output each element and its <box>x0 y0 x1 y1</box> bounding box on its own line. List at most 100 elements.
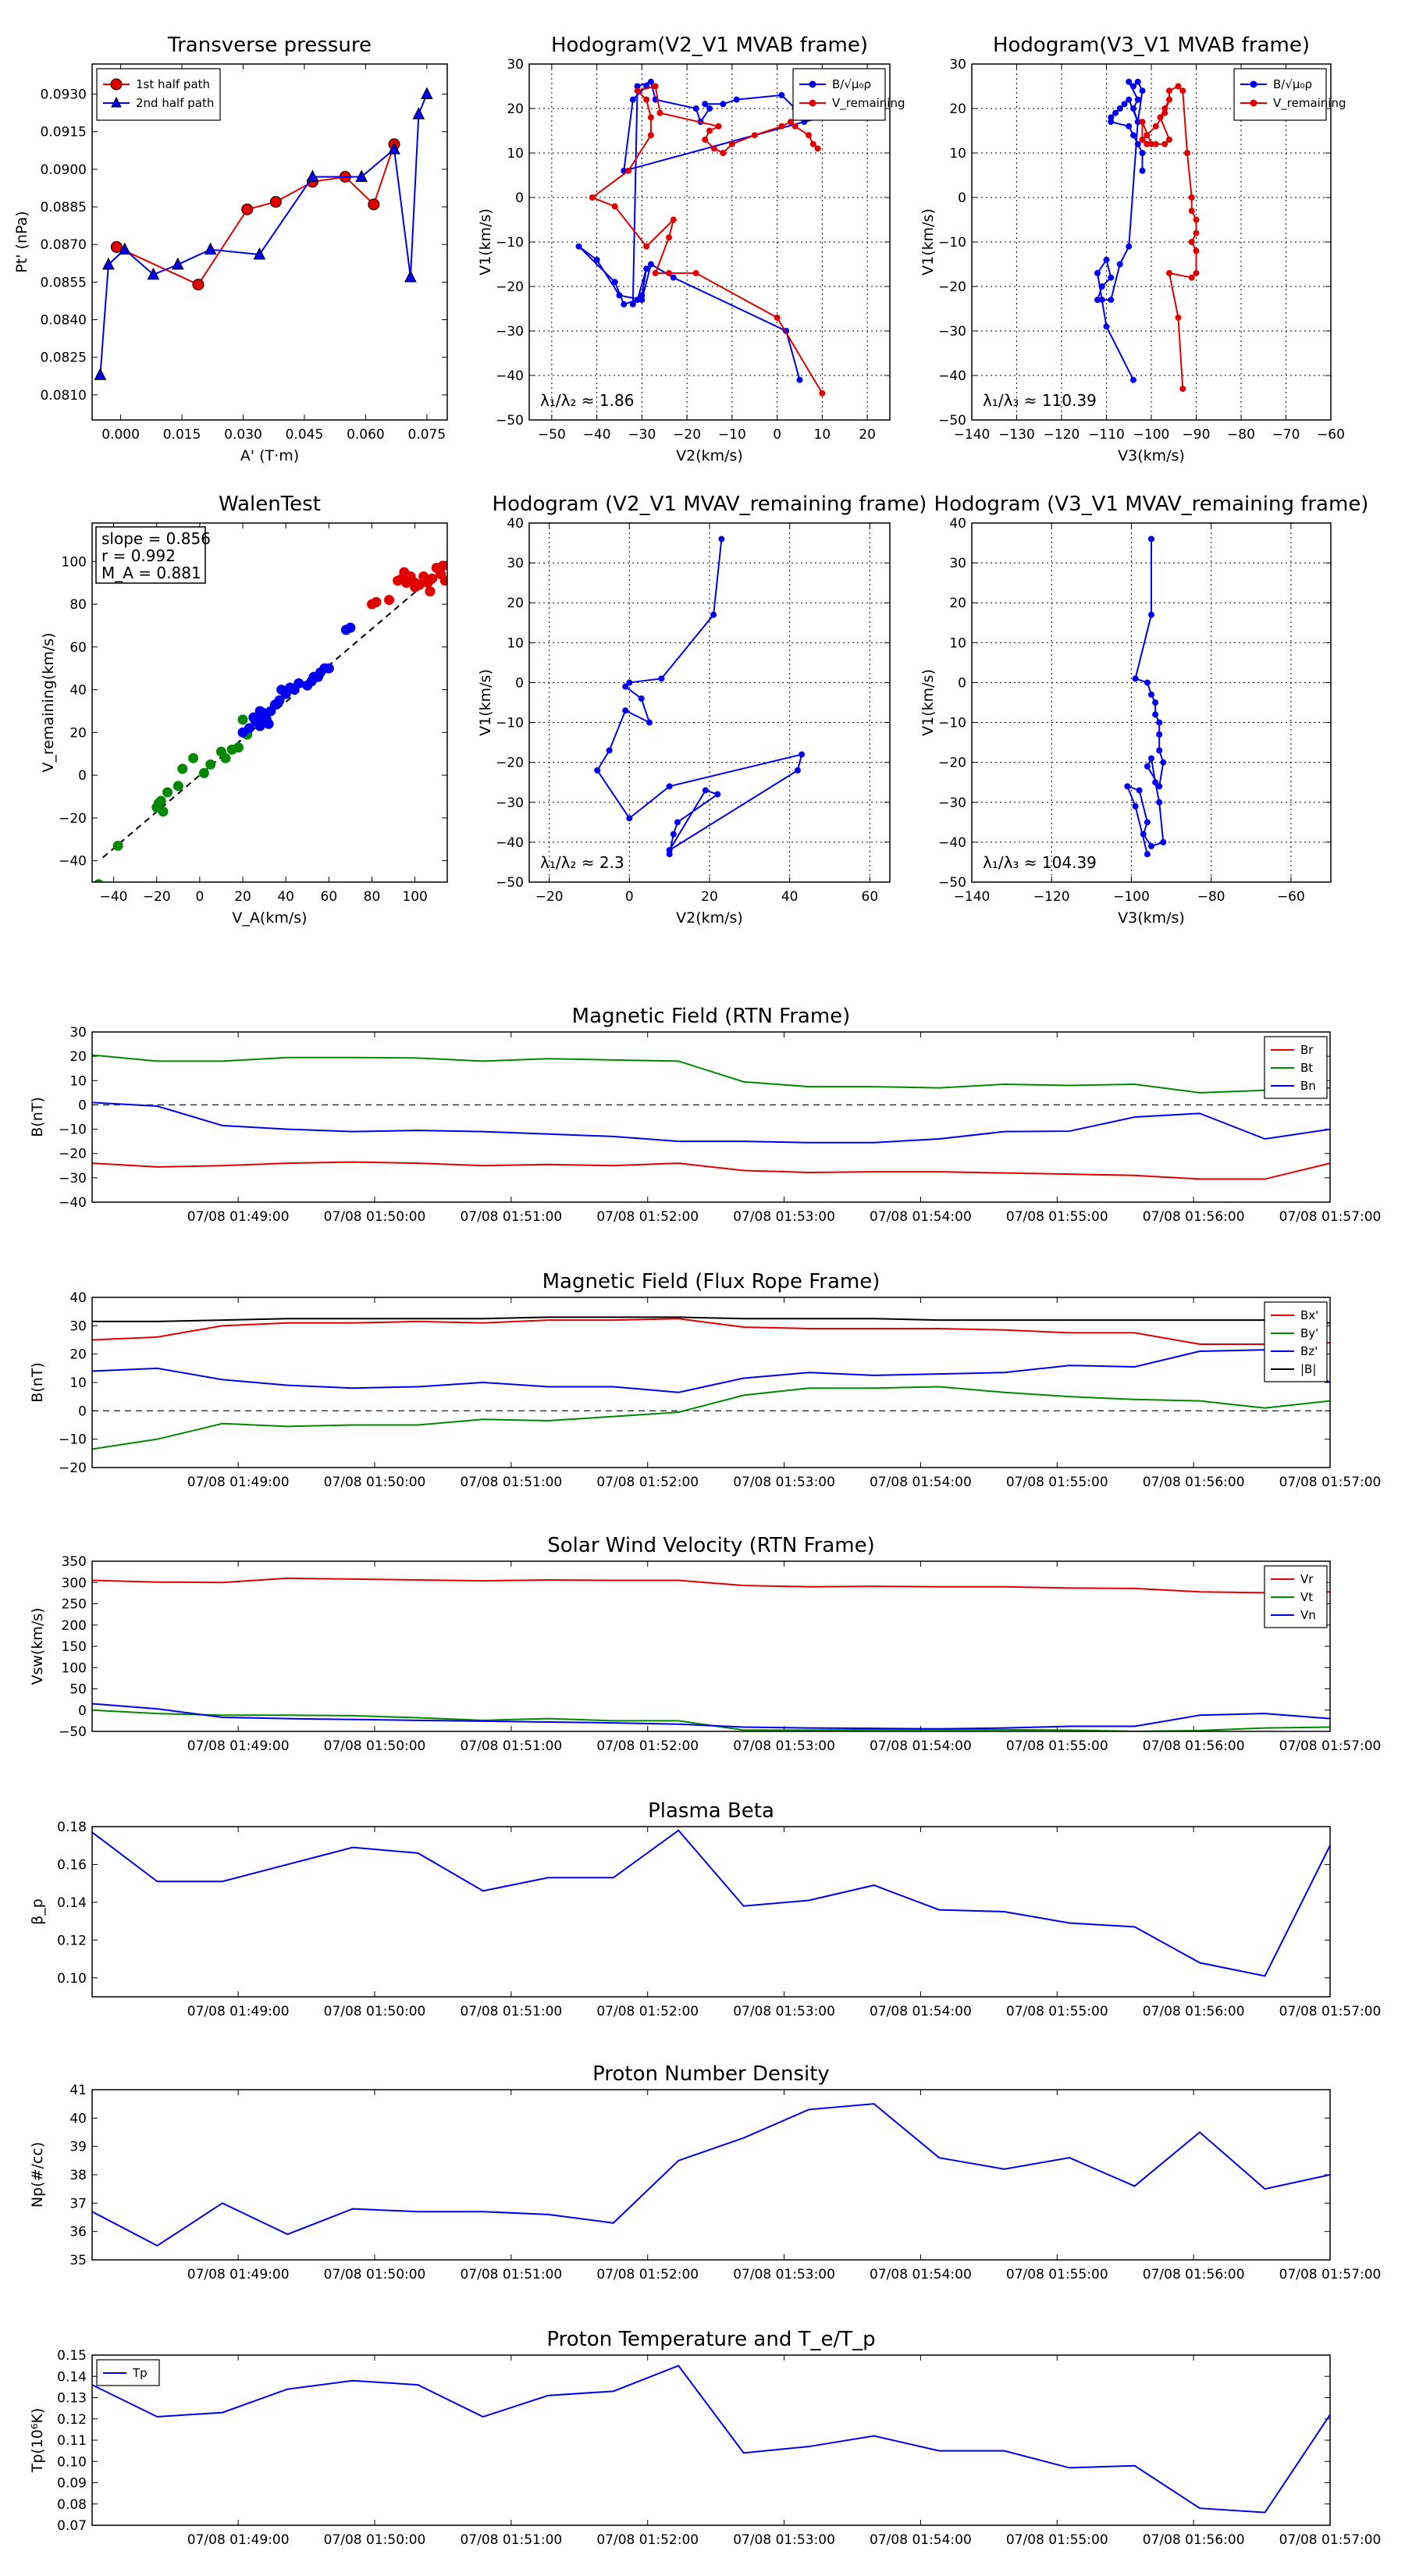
x-tick-label: 40 <box>781 889 799 905</box>
x-tick-label: 07/08 01:53:00 <box>733 2532 835 2548</box>
y-tick-label: 0.08 <box>57 2497 87 2513</box>
x-tick-label: −110 <box>1088 427 1125 443</box>
plot-area <box>92 2364 1330 2514</box>
data-point <box>233 742 244 753</box>
data-point <box>791 123 799 130</box>
x-tick-label: 07/08 01:51:00 <box>460 2532 562 2548</box>
plot-frame <box>91 63 448 421</box>
data-point <box>269 196 282 208</box>
hodo3-chart: −20 0 20 40 60−50−40−30−20−10010203040Hodogr… <box>477 493 927 927</box>
y-tick-label: 20 <box>949 101 966 117</box>
data-point <box>177 763 188 774</box>
series-line-Bt <box>92 1054 1330 1094</box>
data-point <box>253 247 266 260</box>
x-tick-label: 20 <box>701 889 718 905</box>
tp-chart: 0.000 0.015 0.030 0.045 0.060 0.075 0.0810 0.08… <box>13 34 448 464</box>
series-line-By' <box>92 1386 1330 1450</box>
data-point <box>1148 843 1154 849</box>
plot-frame <box>91 2354 1331 2526</box>
x-tick-label: 0.060 <box>347 427 385 443</box>
y-axis-label: Np(#/cc) <box>29 2142 46 2208</box>
fit-line <box>102 564 447 859</box>
data-point <box>1112 109 1119 116</box>
y-tick-label: 10 <box>507 635 524 651</box>
data-point <box>1144 851 1151 858</box>
data-point <box>1126 243 1133 250</box>
y-tick-label: 0.0840 <box>41 313 87 329</box>
x-tick-label: 07/08 01:54:00 <box>870 2004 972 2019</box>
data-point <box>621 301 628 308</box>
data-point <box>147 267 160 280</box>
x-tick-label: 07/08 01:55:00 <box>1006 1738 1108 1754</box>
data-point <box>1152 711 1159 718</box>
data-point <box>1136 787 1143 794</box>
data-point <box>1184 150 1190 156</box>
x-tick-label: 60 <box>321 889 338 905</box>
annotation-text: λ₁/λ₃ ≈ 104.39 <box>983 853 1097 872</box>
x-tick-label: 07/08 01:53:00 <box>733 1475 835 1490</box>
series-line-Np <box>92 2103 1330 2247</box>
data-point <box>1188 208 1195 215</box>
chart-title: Proton Temperature and T_e/T_p <box>546 2328 875 2351</box>
x-tick-label: −80 <box>1227 427 1255 443</box>
y-tick-label: −30 <box>938 795 966 811</box>
data-point <box>670 831 677 838</box>
data-point <box>647 114 654 121</box>
data-point <box>1193 229 1200 237</box>
data-point <box>1132 802 1139 809</box>
data-point <box>1126 78 1133 85</box>
data-point <box>728 141 735 148</box>
x-tick-label: −120 <box>1033 889 1070 905</box>
y-tick-label: −40 <box>938 835 966 851</box>
x-tick-label: 07/08 01:56:00 <box>1143 2267 1245 2282</box>
x-tick-label: 07/08 01:52:00 <box>596 2267 699 2282</box>
y-tick-label: 36 <box>69 2225 87 2240</box>
np-chart: 07/08 01:49:00 07/08 01:50:00 07/08 01:51:… <box>29 2062 1381 2282</box>
x-tick-label: 07/08 01:54:00 <box>870 1738 972 1754</box>
y-tick-label: 100 <box>62 1660 87 1676</box>
data-point <box>625 167 632 174</box>
chart-title: Magnetic Field (Flux Rope Frame) <box>542 1270 880 1293</box>
y-tick-label: 200 <box>62 1618 87 1634</box>
data-point <box>702 136 709 143</box>
y-tick-label: 40 <box>949 516 966 532</box>
walen-chart: −40 −20 0 20 40 60 80 100 −40 −20 0 20 40 60 80 100 Wale… <box>40 493 448 927</box>
data-point <box>263 718 274 729</box>
x-tick-label: 10 <box>814 427 831 443</box>
data-point <box>1116 105 1123 112</box>
x-tick-label: 60 <box>862 889 879 905</box>
data-point <box>1098 283 1105 290</box>
data-point <box>626 815 633 822</box>
data-point <box>1144 679 1151 686</box>
chart-title: Magnetic Field (RTN Frame) <box>572 1005 851 1028</box>
data-point <box>1193 269 1200 276</box>
plot-area <box>92 1054 1330 1180</box>
legend-label: Vt <box>1300 1590 1313 1604</box>
x-tick-label: −70 <box>1272 427 1300 443</box>
x-tick-label: 07/08 01:52:00 <box>596 2532 699 2548</box>
y-tick-label: −10 <box>938 716 966 731</box>
x-tick-label: 40 <box>277 889 294 905</box>
data-point <box>345 622 356 633</box>
data-point <box>399 567 410 578</box>
legend-marker <box>111 96 122 108</box>
data-point <box>274 695 285 706</box>
data-point <box>1144 819 1151 826</box>
data-point <box>244 723 254 734</box>
plot-frame <box>91 522 448 883</box>
data-point <box>1130 105 1136 112</box>
plot-area <box>1124 535 1167 858</box>
data-point <box>589 194 596 201</box>
y-tick-label: −30 <box>496 324 524 340</box>
y-tick-label: 0.10 <box>57 1971 87 1987</box>
stats-line: slope = 0.856 <box>101 529 211 548</box>
data-point <box>237 714 248 725</box>
data-point <box>427 573 438 584</box>
chart-title: Proton Number Density <box>592 2062 830 2086</box>
annotation-text: λ₁/λ₂ ≈ 2.3 <box>540 853 624 872</box>
data-point <box>1108 297 1115 304</box>
data-point <box>652 269 659 276</box>
legend-box <box>1233 68 1327 121</box>
y-tick-label: 10 <box>949 146 966 162</box>
data-point <box>594 767 601 774</box>
